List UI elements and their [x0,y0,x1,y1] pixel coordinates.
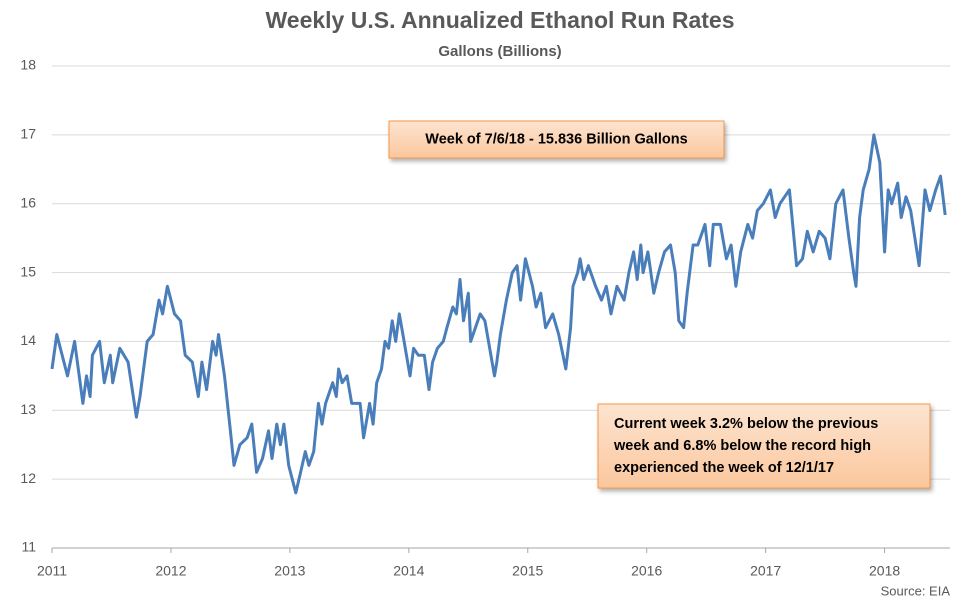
y-tick-label: 13 [20,401,36,417]
annotation-box [388,120,725,159]
y-tick-label: 17 [20,126,36,142]
x-tick-label: 2017 [750,563,781,579]
data-line [50,133,947,495]
y-tick-label: 18 [20,57,36,73]
x-tick-label: 2015 [512,563,543,579]
y-tick-label: 15 [20,263,36,279]
x-tick-label: 2012 [155,563,186,579]
x-tick-label: 2013 [274,563,305,579]
annotation-text: Current week 3.2% below the previous [614,416,878,432]
x-tick-label: 2014 [393,563,424,579]
chart-title: Weekly U.S. Annualized Ethanol Run Rates [265,7,734,33]
source: Source: EIA [881,583,951,598]
chart-subtitle: Gallons (Billions) [438,43,561,60]
annotation-text: Week of 7/6/18 - 15.836 Billion Gallons [425,131,687,147]
y-tick-label: 12 [20,470,36,486]
x-tick-label: 2016 [631,563,662,579]
annotation-text: week and 6.8% below the record high [613,438,871,454]
y-tick-label: 11 [21,539,36,555]
x-tick-label: 2018 [869,563,900,579]
annotation-box [597,403,931,489]
annotation-text: experienced the week of 12/1/17 [614,460,834,476]
x-tick-label: 2011 [37,563,67,579]
y-tick-label: 14 [20,332,36,348]
y-tick-label: 16 [20,194,36,210]
